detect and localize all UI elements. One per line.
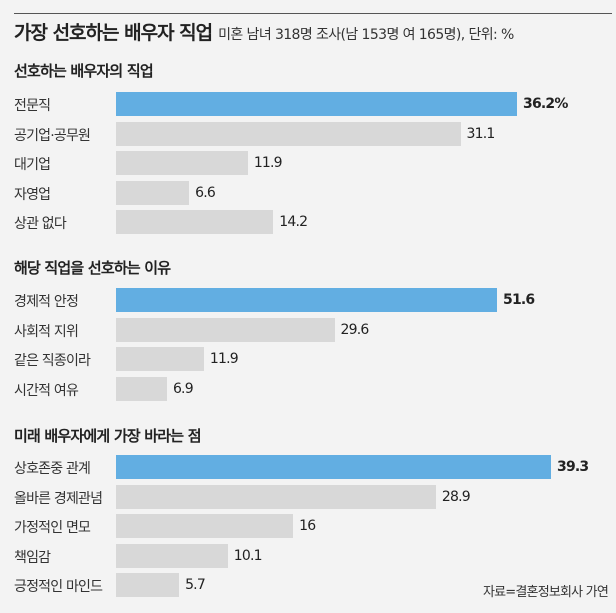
section-title: 선호하는 배우자의 직업 bbox=[14, 62, 154, 80]
value-label: 29.6 bbox=[340, 321, 370, 338]
bar bbox=[116, 151, 248, 176]
chart-title: 가장 선호하는 배우자 직업 미혼 남녀 318명 조사(남 153명 여 165… bbox=[14, 18, 514, 45]
value-label: 39.3 bbox=[557, 459, 589, 475]
source-note: 자료=결혼정보회사 가연 bbox=[482, 585, 609, 600]
bar bbox=[116, 573, 180, 598]
bar-row: 사회적 지위 29.6 bbox=[0, 317, 616, 343]
value-label: 28.9 bbox=[441, 488, 471, 505]
category-label: 상관 없다 bbox=[14, 216, 67, 233]
value-label: 14.2 bbox=[279, 214, 308, 231]
bar bbox=[116, 514, 294, 539]
bar bbox=[116, 376, 167, 401]
subtitle: 미혼 남녀 318명 조사(남 153명 여 165명), 단위: % bbox=[218, 27, 514, 43]
bar bbox=[116, 543, 228, 568]
bar-row: 경제적 안정 51.6 bbox=[0, 288, 616, 313]
category-label: 대기업 bbox=[14, 157, 51, 174]
value-label: 5.7 bbox=[185, 577, 206, 594]
bar-row: 자영업 6.6 bbox=[0, 180, 616, 206]
bar bbox=[116, 484, 436, 509]
value-label: 31.1 bbox=[466, 125, 496, 142]
bar-row: 긍정적인 마인드 5.7 bbox=[0, 573, 616, 598]
bar bbox=[116, 121, 461, 146]
category-label: 책임감 bbox=[14, 549, 51, 566]
category-label: 사회적 지위 bbox=[14, 323, 79, 340]
bar-row: 올바른 경제관념 28.9 bbox=[0, 484, 616, 510]
category-label: 가정적인 면모 bbox=[14, 520, 91, 537]
section-title: 해당 직업을 선호하는 이유 bbox=[14, 259, 171, 277]
bar bbox=[116, 455, 551, 479]
category-label: 올바른 경제관념 bbox=[14, 490, 103, 507]
bar-row: 상호존중 관계 39.3 bbox=[0, 455, 616, 480]
category-label: 시간적 여유 bbox=[14, 382, 79, 399]
category-label: 자영업 bbox=[14, 186, 51, 203]
value-label: 36.2% bbox=[523, 96, 568, 112]
value-label: 51.6 bbox=[503, 292, 535, 308]
category-label: 상호존중 관계 bbox=[14, 461, 91, 477]
category-label: 같은 직종이라 bbox=[14, 353, 91, 370]
value-label: 11.9 bbox=[253, 155, 283, 172]
category-label: 긍정적인 마인드 bbox=[14, 579, 103, 596]
category-label: 전문직 bbox=[14, 98, 51, 114]
bar-row: 같은 직종이라 11.9 bbox=[0, 347, 616, 372]
bar-row: 가정적인 면모 16 bbox=[0, 514, 616, 539]
category-label: 공기업·공무원 bbox=[14, 127, 91, 144]
value-label: 16 bbox=[299, 518, 316, 535]
category-label: 경제적 안정 bbox=[14, 294, 79, 310]
section-title: 미래 배우자에게 가장 바라는 점 bbox=[14, 427, 202, 445]
top-rule bbox=[14, 13, 612, 14]
bar bbox=[116, 92, 517, 116]
bar bbox=[116, 288, 497, 312]
value-label: 11.9 bbox=[209, 351, 239, 368]
bar-row: 시간적 여유 6.9 bbox=[0, 376, 616, 402]
value-label: 10.1 bbox=[233, 547, 263, 564]
bar bbox=[116, 210, 274, 235]
bar-row: 전문직 36.2% bbox=[0, 92, 616, 117]
value-label: 6.9 bbox=[172, 380, 194, 397]
bar-row: 대기업 11.9 bbox=[0, 151, 616, 176]
value-label: 6.6 bbox=[195, 184, 216, 201]
bar bbox=[116, 180, 190, 205]
bar bbox=[116, 347, 204, 372]
bar-row: 상관 없다 14.2 bbox=[0, 210, 616, 235]
title-text: 가장 선호하는 배우자 직업 bbox=[14, 22, 213, 44]
bar bbox=[116, 317, 335, 342]
bar-row: 공기업·공무원 31.1 bbox=[0, 121, 616, 147]
bar-row: 책임감 10.1 bbox=[0, 543, 616, 569]
